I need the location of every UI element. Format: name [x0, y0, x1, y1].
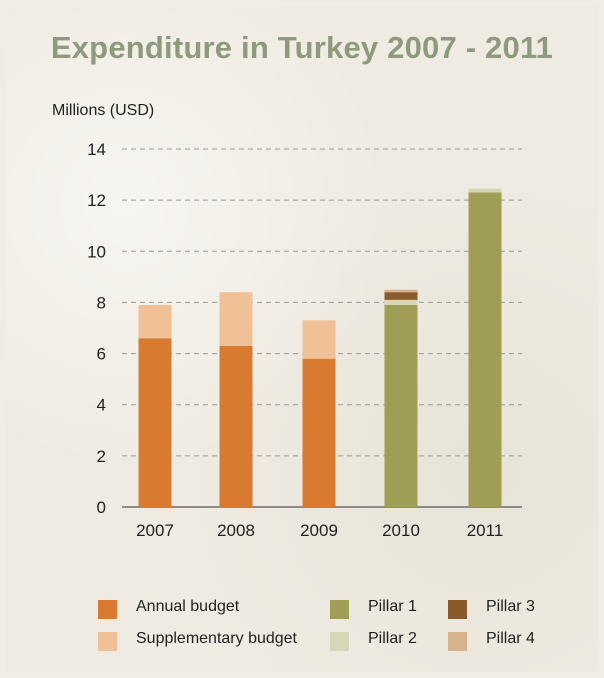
legend-label: Supplementary budget [136, 630, 297, 647]
legend-label: Pillar 1 [368, 598, 417, 615]
bars-layer [138, 188, 502, 507]
y-tick-label: 2 [97, 447, 106, 466]
bar-segment-pillar1-2011 [468, 192, 502, 507]
legend-swatch [448, 632, 467, 651]
bar-segment-pillar3-2010 [384, 292, 418, 300]
y-tick-label: 4 [97, 396, 106, 415]
legend-swatch [98, 632, 117, 651]
legend-swatch [330, 632, 349, 651]
legend-swatch [330, 600, 349, 619]
y-tick-label: 6 [97, 345, 106, 364]
legend-label: Pillar 4 [486, 630, 535, 647]
legend-swatch [98, 600, 117, 619]
bar-segment-pillar1-2010 [384, 304, 418, 507]
bar-segment-pillar4-2010 [384, 289, 418, 293]
x-tick-label: 2008 [217, 521, 255, 540]
bar-segment-annual-2007 [138, 338, 172, 507]
bar-segment-pillar2-2010 [384, 299, 418, 305]
bar-segment-pillar2-2011 [468, 188, 502, 193]
chart-title: Expenditure in Turkey 2007 - 2011 [50, 30, 554, 65]
x-tick-label: 2007 [136, 521, 174, 540]
bar-segment-supplementary-2007 [138, 304, 172, 339]
x-tick-label: 2009 [300, 521, 338, 540]
x-tick-label: 2010 [382, 521, 420, 540]
y-tick-label: 14 [87, 140, 106, 159]
legend-label: Pillar 2 [368, 630, 417, 647]
y-tick-label: 12 [87, 191, 106, 210]
y-axis-label: Millions (USD) [52, 102, 155, 119]
y-tick-label: 0 [97, 498, 106, 517]
y-tick-label: 8 [97, 293, 106, 312]
bar-segment-supplementary-2009 [302, 320, 336, 359]
ticks-layer: 0 2 4 6 8 10 12 14 2007 2008 2009 2010 2011 [87, 140, 503, 540]
legend-label: Annual budget [136, 598, 240, 615]
legend-swatch [448, 600, 467, 619]
y-tick-label: 10 [87, 242, 106, 261]
bar-segment-annual-2009 [302, 358, 336, 507]
x-tick-label: 2011 [467, 521, 504, 540]
bar-segment-annual-2008 [219, 345, 253, 507]
bar-segment-supplementary-2008 [219, 292, 253, 346]
legend-label: Pillar 3 [486, 598, 535, 615]
